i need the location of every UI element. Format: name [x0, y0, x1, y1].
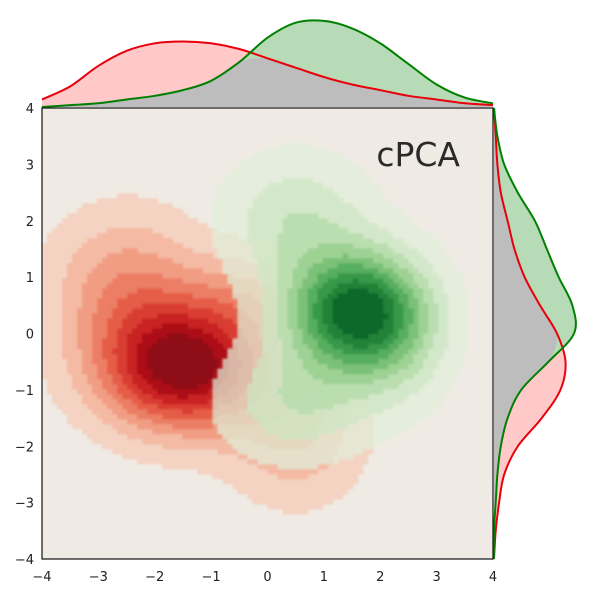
series-1-top-marginal-line	[41, 40, 494, 107]
y-tick-label: 0	[26, 328, 34, 343]
chart-title: cPCA	[376, 135, 460, 174]
x-tick-label: 1	[320, 570, 328, 585]
series-1-contour-level-9	[147, 333, 219, 390]
x-tick-label: −2	[145, 570, 164, 585]
y-axis: −4 −3 −2 −1 0 1 2 3 4	[15, 102, 34, 568]
joint-plot-frame	[41, 107, 494, 560]
x-tick-label: −4	[32, 570, 51, 585]
series-2-contour-level-9	[332, 288, 389, 340]
y-tick-label: 1	[26, 271, 34, 286]
x-axis: −4 −3 −2 −1 0 1 2 3 4	[32, 570, 497, 585]
y-tick-label: −2	[15, 440, 34, 455]
y-tick-label: −4	[15, 553, 34, 568]
y-tick-label: 4	[26, 102, 34, 117]
series-2-top-marginal-line	[41, 19, 494, 108]
joint-plot-area	[42, 108, 493, 559]
x-tick-label: 4	[489, 570, 497, 585]
y-tick-label: −3	[15, 497, 34, 512]
top-marginal-overlap	[42, 57, 493, 107]
top-marginal-density	[41, 19, 494, 108]
series-2-joint-density	[212, 143, 469, 470]
y-tick-label: 2	[26, 215, 34, 230]
x-tick-label: 3	[432, 570, 440, 585]
series-1-right-marginal-line	[493, 107, 567, 560]
x-tick-label: −1	[202, 570, 221, 585]
y-tick-label: −1	[15, 384, 34, 399]
x-tick-label: 0	[263, 570, 271, 585]
right-marginal-overlap	[493, 108, 558, 559]
x-tick-label: −3	[89, 570, 108, 585]
right-marginal-density	[492, 107, 577, 560]
y-tick-label: 3	[26, 158, 34, 173]
series-2-right-marginal-line	[492, 107, 577, 560]
x-tick-label: 2	[376, 570, 384, 585]
